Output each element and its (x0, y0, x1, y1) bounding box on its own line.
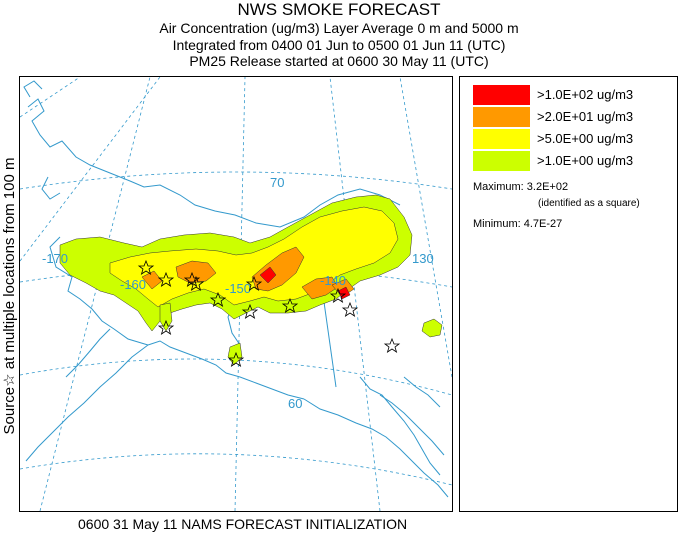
smoke-map[interactable]: 70 60 -170 -160 -150 -140 130 (20, 77, 452, 511)
source-markers (137, 259, 401, 367)
legend-label-3: >5.0E+00 ug/m3 (537, 131, 634, 146)
maximum-note: (identified as a square) (538, 198, 640, 209)
source-star (157, 319, 175, 335)
source-star (137, 259, 155, 275)
source-star (187, 275, 205, 291)
contour-level-2 (175, 260, 217, 284)
lat-label-60: 60 (288, 396, 302, 411)
source-star (157, 271, 175, 287)
lat-line-60 (20, 358, 452, 396)
source-star (183, 271, 201, 287)
source-star (209, 291, 227, 307)
isolated-patch (421, 318, 443, 338)
legend-swatch-red (473, 85, 530, 105)
smoke-plume (59, 194, 443, 366)
source-star (383, 337, 401, 353)
minimum-value: Minimum: 4.7E-27 (473, 218, 563, 230)
isolated-patch-southwest (159, 302, 173, 332)
subtitle-concentration: Air Concentration (ug/m3) Layer Average … (159, 20, 519, 36)
legend-swatch-yellow (473, 129, 530, 149)
contour-level-1b (337, 286, 351, 300)
lon-line-130 (399, 77, 452, 378)
source-side-label: Source☆ at multiple locations from 100 m (1, 157, 18, 435)
lon-line-140 (329, 77, 381, 511)
map-panel[interactable]: 70 60 -170 -160 -150 -140 130 (19, 76, 453, 512)
subtitle-release: PM25 Release started at 0600 30 May 11 (… (189, 53, 489, 69)
source-star (341, 301, 359, 317)
lon-line-170 (20, 77, 161, 262)
lon-label-170: -170 (42, 251, 68, 266)
source-star (241, 303, 259, 319)
lon-label-160: -160 (120, 277, 146, 292)
lon-label-140: -140 (320, 273, 346, 288)
coastline (23, 80, 449, 498)
source-star (329, 287, 347, 303)
legend-label-4: >1.0E+00 ug/m3 (537, 153, 634, 168)
lon-line-160 (39, 77, 151, 511)
legend-swatch-orange (473, 107, 530, 127)
forecast-initialization: 0600 31 May 11 NAMS FORECAST INITIALIZAT… (78, 516, 408, 532)
lon-label-150: -150 (225, 281, 251, 296)
page-title: NWS SMOKE FORECAST (237, 0, 441, 19)
legend-label-1: >1.0E+02 ug/m3 (537, 87, 634, 102)
lon-label-130: 130 (412, 251, 434, 266)
lat-line-70 (20, 171, 452, 190)
isolated-patch-south (227, 342, 243, 366)
subtitle-integration: Integrated from 0400 01 Jun to 0500 01 J… (172, 37, 506, 53)
legend-label-2: >2.0E+01 ug/m3 (537, 109, 634, 124)
lon-line-180 (20, 77, 81, 118)
contour-level-1 (259, 266, 277, 284)
lat-label-70: 70 (270, 175, 284, 190)
legend-swatch-green (473, 151, 530, 171)
maximum-value: Maximum: 3.2E+02 (473, 181, 569, 193)
source-star (245, 275, 263, 291)
source-star (281, 297, 299, 313)
legend-panel: >1.0E+02 ug/m3 >2.0E+01 ug/m3 >5.0E+00 u… (459, 76, 678, 512)
source-star (227, 351, 245, 367)
